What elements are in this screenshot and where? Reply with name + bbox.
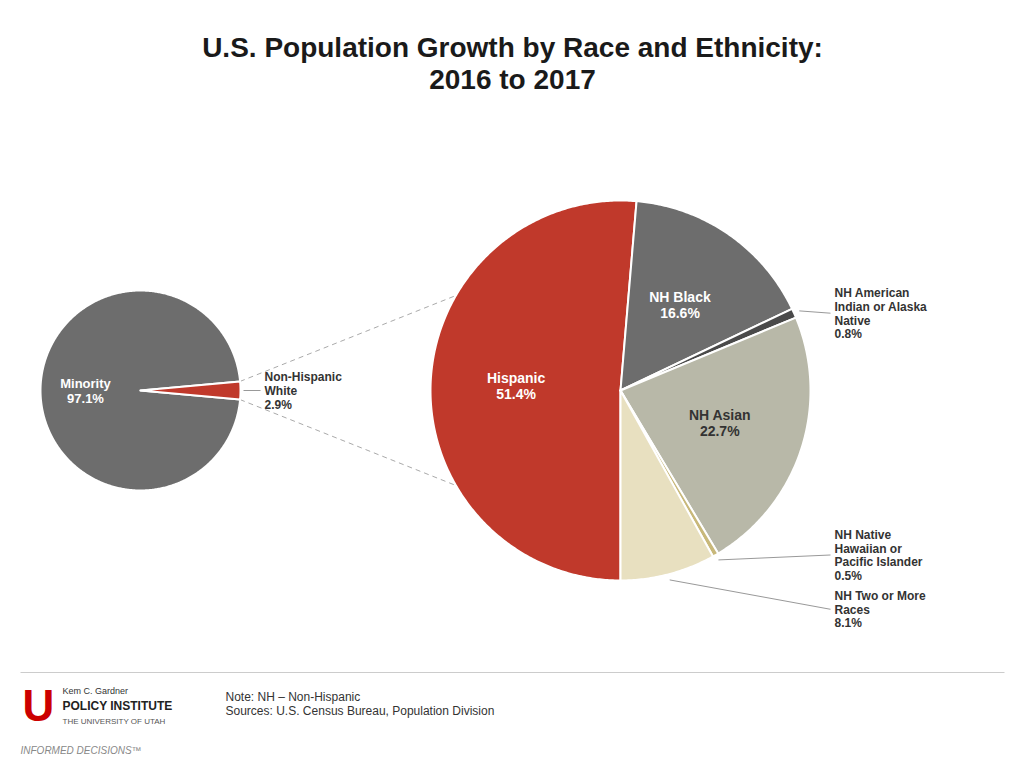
svg-text:U: U [23, 681, 55, 730]
svg-text:NH Two or MoreRaces8.1%: NH Two or MoreRaces8.1% [835, 589, 926, 631]
svg-text:NH NativeHawaiian orPacific Is: NH NativeHawaiian orPacific Islander0.5% [835, 528, 923, 583]
svg-text:THE UNIVERSITY OF UTAH: THE UNIVERSITY OF UTAH [63, 717, 166, 726]
svg-text:NH AmericanIndian or AlaskaNat: NH AmericanIndian or AlaskaNative0.8% [835, 286, 928, 341]
svg-text:NH Asian22.7%: NH Asian22.7% [689, 407, 751, 439]
svg-text:NH Black16.6%: NH Black16.6% [649, 289, 711, 321]
svg-text:Kem C. Gardner: Kem C. Gardner [63, 686, 129, 696]
svg-text:POLICY INSTITUTE: POLICY INSTITUTE [63, 699, 173, 713]
svg-text:Note: NH – Non-HispanicSources: Note: NH – Non-HispanicSources: U.S. Cen… [226, 690, 495, 718]
svg-text:Hispanic51.4%: Hispanic51.4% [487, 370, 546, 402]
svg-text:U.S. Population Growth by Race: U.S. Population Growth by Race and Ethni… [202, 32, 823, 95]
svg-text:Non-HispanicWhite2.9%: Non-HispanicWhite2.9% [265, 370, 343, 412]
svg-text:INFORMED DECISIONS™: INFORMED DECISIONS™ [21, 745, 142, 756]
svg-text:Minority97.1%: Minority97.1% [60, 376, 111, 406]
